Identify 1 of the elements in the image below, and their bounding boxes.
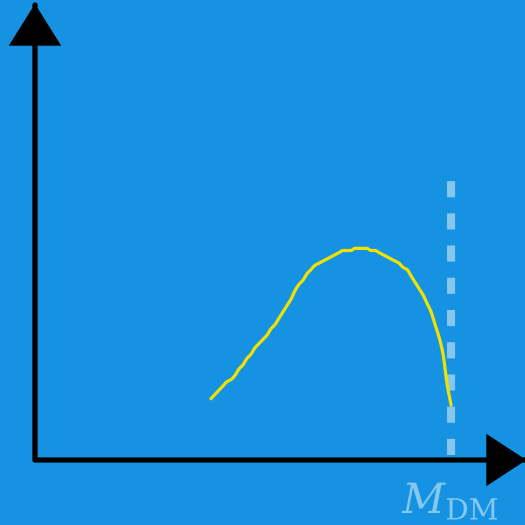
- text: M$_{DM}$: [402, 482, 498, 520]
